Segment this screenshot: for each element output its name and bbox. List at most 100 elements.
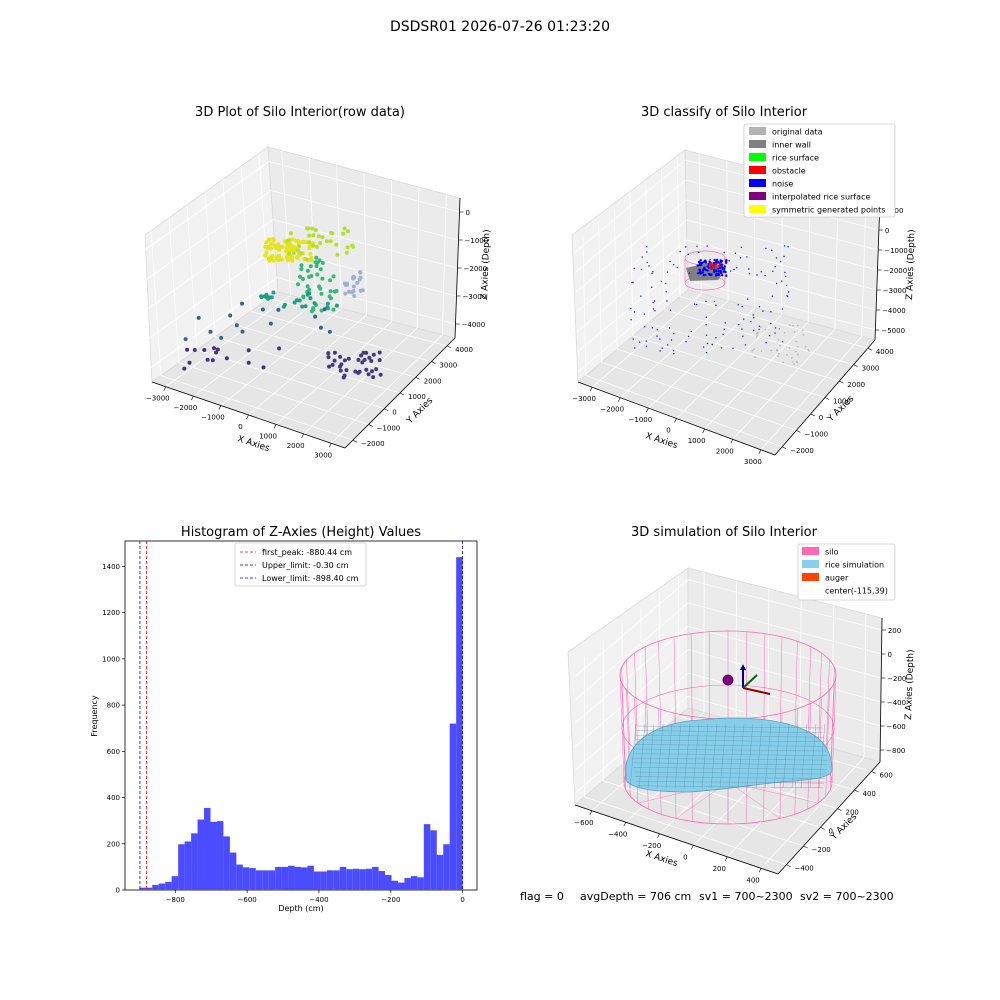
figure-suptitle: DSDSR01 2026-07-26 01:23:20 xyxy=(390,19,610,35)
raw-point xyxy=(356,370,361,375)
silo-strut xyxy=(621,667,626,775)
histogram-bar xyxy=(326,870,334,890)
raw-point xyxy=(341,231,346,236)
raw-point xyxy=(261,365,266,370)
raw-point xyxy=(338,368,343,373)
histogram-bar xyxy=(145,887,153,890)
raw-x-tick-label: −2000 xyxy=(174,404,198,412)
sim-y-tick-label: −200 xyxy=(812,846,831,854)
classify-point xyxy=(760,350,763,352)
raw-point xyxy=(324,239,329,244)
simulation-legend-label: auger xyxy=(825,574,849,583)
classify-z-tick-label: −5000 xyxy=(881,327,905,335)
raw-point xyxy=(328,278,333,283)
histogram-y-label: Frequency xyxy=(90,695,99,737)
classify-point xyxy=(725,261,728,264)
classify-point xyxy=(660,280,663,283)
raw-point xyxy=(325,301,330,306)
classify-title: 3D classify of Silo Interior xyxy=(641,105,808,120)
raw-y-ticks: −2000 −1000 0 1000 2000 3000 4000 xyxy=(352,345,473,448)
classify-point xyxy=(670,339,673,341)
histogram-bar xyxy=(223,836,230,890)
classify-point xyxy=(715,258,719,262)
sim-z-tick-label: −400 xyxy=(887,699,906,707)
raw-x-tick-label: 0 xyxy=(238,423,242,431)
histogram-x-ticks: −800 −600 −400 −200 0 xyxy=(166,890,465,904)
raw-point xyxy=(183,337,188,342)
classify-point xyxy=(651,272,653,275)
classify-point xyxy=(723,328,725,330)
classify-point xyxy=(789,324,791,326)
raw-y-tick-label: −2000 xyxy=(361,440,385,448)
classify-point xyxy=(690,330,692,333)
classify-point xyxy=(791,356,793,359)
raw-point xyxy=(335,252,340,257)
classify-point xyxy=(770,349,772,352)
raw-point xyxy=(271,237,276,241)
classify-point xyxy=(737,304,739,306)
raw-y-tick-label: 2000 xyxy=(424,377,442,385)
histogram-bar xyxy=(216,821,224,890)
classify-point xyxy=(702,346,705,348)
classify-point xyxy=(719,259,722,262)
raw-point xyxy=(294,238,299,243)
classify-point xyxy=(724,322,726,324)
classify-point xyxy=(783,331,786,334)
classify-y-tick-label: 3000 xyxy=(862,365,880,373)
histogram-bar xyxy=(307,865,314,890)
classify-point xyxy=(666,300,668,302)
panel-histogram: Histogram of Z-Axies (Height) Values −80… xyxy=(90,525,478,913)
raw-point xyxy=(370,369,374,374)
classify-point xyxy=(756,333,758,335)
raw-point xyxy=(366,372,371,377)
classify-point xyxy=(641,256,643,258)
raw-point xyxy=(378,372,383,377)
raw-point xyxy=(327,329,332,334)
classify-z-tick-label: −1000 xyxy=(884,247,908,255)
raw-point xyxy=(377,358,382,363)
classify-point xyxy=(775,282,778,285)
raw-point xyxy=(355,280,360,285)
classify-point xyxy=(706,265,709,268)
raw-point xyxy=(342,358,347,363)
raw-point xyxy=(290,237,295,242)
classify-point xyxy=(802,329,804,332)
histogram-legend-label: Upper_limit: -0.30 cm xyxy=(262,561,349,570)
classify-point xyxy=(762,310,764,312)
classify-point xyxy=(632,338,634,340)
raw-point xyxy=(307,233,312,238)
raw-point xyxy=(362,357,367,362)
raw-point xyxy=(264,250,269,255)
raw-point xyxy=(305,268,310,273)
simulation-z-ticks: 200 0 −200 −400 −600 −800 xyxy=(880,627,906,755)
raw-point xyxy=(318,241,323,245)
histogram-bar xyxy=(404,877,411,890)
histogram-x-tick-label: −200 xyxy=(381,896,400,904)
classify-point xyxy=(786,295,789,298)
classify-point xyxy=(791,361,794,363)
raw-point xyxy=(327,364,332,369)
classify-point xyxy=(668,327,671,329)
raw-point xyxy=(269,246,273,251)
classify-point xyxy=(645,345,648,347)
raw-point xyxy=(267,238,272,243)
histogram-bar xyxy=(158,883,166,890)
classify-point xyxy=(705,324,707,326)
simulation-legend-label: silo xyxy=(825,548,839,557)
raw-point xyxy=(295,248,300,253)
classify-legend-swatch xyxy=(749,140,766,148)
raw-point xyxy=(286,242,291,247)
classify-point xyxy=(653,300,656,302)
classify-point xyxy=(672,264,675,266)
classify-point xyxy=(659,338,661,340)
sim-z-tick-label: −600 xyxy=(887,723,906,731)
raw-point xyxy=(329,296,333,301)
raw-point xyxy=(342,373,347,378)
sim-x-tick-label: −200 xyxy=(642,842,661,850)
classify-point xyxy=(706,245,708,247)
classify-point xyxy=(721,263,724,266)
raw-point xyxy=(317,284,322,289)
histogram-bar xyxy=(268,870,276,890)
classify-point xyxy=(795,361,798,363)
